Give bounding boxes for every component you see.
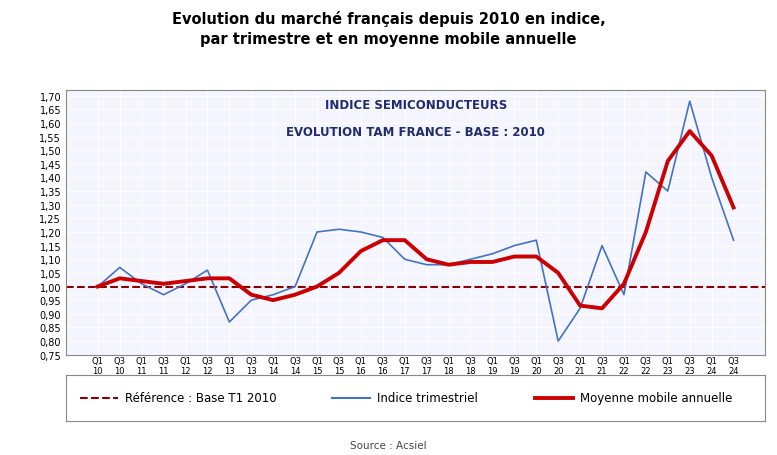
Text: Evolution du marché français depuis 2010 en indice,
par trimestre et en moyenne : Evolution du marché français depuis 2010… xyxy=(172,11,605,47)
Text: Source : Acsiel: Source : Acsiel xyxy=(350,440,427,450)
Text: Moyenne mobile annuelle: Moyenne mobile annuelle xyxy=(580,392,733,404)
Text: EVOLUTION TAM FRANCE - BASE : 2010: EVOLUTION TAM FRANCE - BASE : 2010 xyxy=(286,125,545,138)
Text: Référence : Base T1 2010: Référence : Base T1 2010 xyxy=(126,392,277,404)
Text: Indice trimestriel: Indice trimestriel xyxy=(378,392,478,404)
Text: INDICE SEMICONDUCTEURS: INDICE SEMICONDUCTEURS xyxy=(325,99,507,112)
